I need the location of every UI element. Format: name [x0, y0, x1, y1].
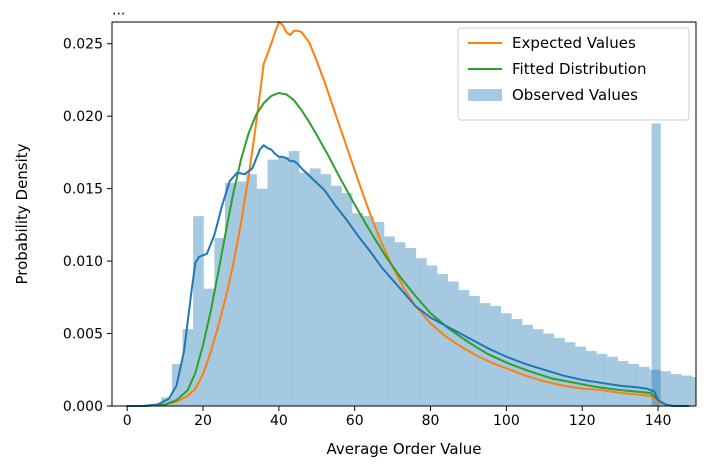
x-tick-label: 60	[346, 413, 364, 429]
legend-items: Expected Values Fitted Distribution Observ…	[468, 34, 647, 104]
histogram-bar	[394, 242, 406, 406]
y-tick-label: 0.010	[63, 254, 103, 270]
line-series	[126, 21, 690, 407]
histogram-bar	[235, 181, 247, 406]
histogram-bar	[607, 356, 618, 406]
histogram-spike-bar	[651, 123, 661, 406]
histogram-bar	[331, 185, 342, 406]
histogram-bar	[256, 188, 268, 406]
histogram-bar	[352, 213, 364, 406]
x-tick-label: 120	[569, 413, 596, 429]
legend-box	[457, 27, 690, 121]
x-tick-label: 80	[422, 413, 440, 429]
histogram-bars	[161, 123, 696, 406]
histogram-bar	[628, 363, 640, 406]
histogram-bar	[639, 366, 650, 406]
legend-label: Expected Values	[512, 34, 636, 52]
histogram-bar	[543, 333, 555, 406]
histogram-bar	[203, 288, 215, 406]
y-tick-label: 0.025	[63, 37, 103, 53]
histogram-bar	[575, 346, 587, 406]
legend-label: Observed Values	[512, 86, 638, 104]
x-tick-label: 20	[194, 413, 212, 429]
histogram-bar	[511, 319, 523, 406]
x-tick-label: 140	[645, 413, 672, 429]
histogram-bar	[288, 150, 300, 406]
x-axis-ticks: 0 20 40 60 80 100 120 140	[123, 406, 672, 429]
y-axis-ticks: 0.000 0.005 0.010 0.015 0.020 0.025	[63, 37, 112, 415]
histogram-bar	[596, 353, 608, 406]
x-tick-label: 100	[493, 413, 520, 429]
x-axis-label: Average Order Value	[327, 440, 482, 458]
histogram-bar	[564, 342, 576, 406]
histogram-bar	[182, 329, 194, 406]
histogram-bar	[681, 375, 693, 406]
legend-label: Fitted Distribution	[512, 60, 647, 78]
y-tick-label: 0.015	[63, 182, 103, 198]
histogram-bar	[309, 168, 321, 406]
histogram-bar	[437, 274, 448, 406]
histogram-bar	[617, 361, 629, 406]
histogram-bar	[161, 397, 172, 406]
x-tick-label: 40	[270, 413, 288, 429]
histogram-bar	[586, 350, 597, 406]
histogram-bar	[373, 221, 385, 406]
histogram-bar	[426, 265, 438, 406]
y-tick-label: 0.005	[63, 327, 103, 343]
histogram-bar	[363, 216, 374, 406]
histogram-bar	[246, 174, 257, 406]
histogram-bar	[479, 303, 491, 406]
histogram-bar	[554, 337, 565, 406]
y-axis-label: Probability Density	[13, 143, 31, 284]
histogram-bar	[692, 377, 696, 406]
histogram-bar	[501, 313, 512, 406]
y-tick-label: 0.000	[63, 399, 103, 415]
histogram-bar	[320, 174, 332, 406]
histogram-bar	[416, 258, 427, 406]
histogram-bar	[469, 295, 480, 406]
histogram-bar	[670, 374, 682, 406]
histogram-bar	[405, 248, 417, 406]
series-line-2	[126, 92, 690, 407]
histogram-bar	[341, 192, 353, 406]
series-line-3	[126, 144, 690, 407]
histogram-bar	[299, 172, 310, 406]
y-tick-label: 0.020	[63, 109, 103, 125]
histogram-bar	[267, 159, 279, 406]
histogram-bar	[447, 281, 459, 406]
histogram-bar	[225, 182, 236, 406]
legend-swatch-patch	[468, 89, 502, 101]
top-caption: ...	[112, 3, 125, 19]
histogram-bar	[384, 236, 395, 406]
histogram-bar	[660, 371, 671, 406]
histogram-bar	[649, 369, 661, 406]
axes-frame	[111, 21, 697, 407]
histogram-bar	[490, 306, 502, 406]
x-tick-label: 0	[123, 413, 132, 429]
histogram-bar	[278, 156, 289, 406]
legend: Expected Values Fitted Distribution Observ…	[457, 27, 690, 121]
histogram-bar	[193, 216, 204, 406]
series-line-1	[126, 21, 690, 407]
